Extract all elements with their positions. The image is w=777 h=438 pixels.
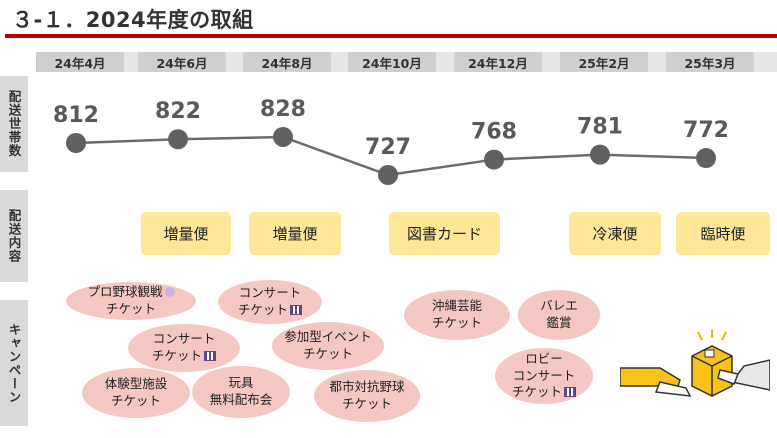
campaign-text: バレエ [540,298,578,314]
data-label: 772 [683,118,729,143]
x-tick-label: 24年4月 [36,52,124,72]
campaign-bubble: バレエ 鑑賞 [518,290,600,340]
campaign-bubble: 参加型イベント チケット [272,322,384,370]
campaign-text: 無料配布会 [209,392,273,407]
x-tick-label: 25年3月 [666,52,754,72]
campaign-text: 体験型施設 [104,376,168,392]
campaign-bubble: 沖縄芸能 チケット [404,290,510,340]
campaign-bubble: 都市対抗野球 チケット [314,370,420,422]
x-tick-label: 24年12月 [454,52,542,72]
campaign-text: 玩具 [228,375,254,391]
delivery-type-box: 増量便 [141,212,231,255]
x-tick-label: 24年8月 [243,52,331,72]
package-handoff-icon [619,330,771,414]
campaign-text: チケット [237,302,288,317]
campaign-text: プロ野球観戦 [87,284,163,300]
data-label: 781 [577,115,623,140]
campaign-text: チケット [151,348,202,363]
x-tick-label: 24年6月 [138,52,226,72]
campaign-text: チケット [105,301,156,316]
side-label-campaign: キャンペーン [0,300,28,426]
data-label: 822 [155,99,201,124]
delivery-type-box: 冷凍便 [569,212,661,255]
piano-icon [564,387,576,398]
campaign-text: 沖縄芸能 [431,298,482,314]
data-point [168,129,188,150]
delivery-type-box: 臨時便 [676,212,770,255]
side-label-households: 配送世帯数 [0,76,28,172]
campaign-text: ロビー [525,350,563,366]
data-point [378,165,398,185]
campaign-text: コンサート [238,285,302,301]
data-label: 727 [365,135,411,160]
x-tick-label: 24年10月 [348,52,436,72]
campaign-text: 鑑賞 [546,315,572,330]
piano-icon [290,305,302,315]
data-label: 812 [53,103,99,128]
title-divider [5,34,777,38]
campaign-bubble: 玩具 無料配布会 [192,366,290,418]
data-point [273,126,293,147]
data-point [484,149,504,170]
campaign-text: 都市対抗野球 [329,379,405,395]
data-label: 828 [260,97,306,122]
data-point [696,148,716,169]
baseball-icon [164,287,175,298]
campaign-bubble: プロ野球観戦 チケット [66,282,196,320]
campaign-bubble: ロビー コンサート チケット [495,348,593,404]
households-line-chart: 812 822 828 727 768 781 772 [53,97,729,185]
delivery-type-box: 増量便 [249,212,341,255]
data-label: 768 [471,120,517,145]
campaign-text: コンサート [152,331,216,347]
campaign-text: チケット [302,346,353,361]
delivery-type-box: 図書カード [389,212,500,255]
side-label-content: 配送内容 [0,190,28,282]
campaign-text: コンサート [512,367,576,383]
campaign-bubble: コンサート チケット [218,280,322,324]
data-point [590,144,610,165]
campaign-text: チケット [511,384,562,400]
campaign-text: チケット [431,315,482,330]
data-point [66,133,86,153]
campaign-text: 参加型イベント [284,329,372,345]
campaign-text: チケット [110,393,161,408]
x-tick-label: 25年2月 [560,52,648,72]
campaign-text: チケット [341,396,392,411]
piano-icon [204,351,216,361]
campaign-bubble: 体験型施設 チケット [82,368,190,418]
campaign-bubble: コンサート チケット [128,324,240,372]
page-title: ３-１．2024年度の取組 [12,8,254,32]
